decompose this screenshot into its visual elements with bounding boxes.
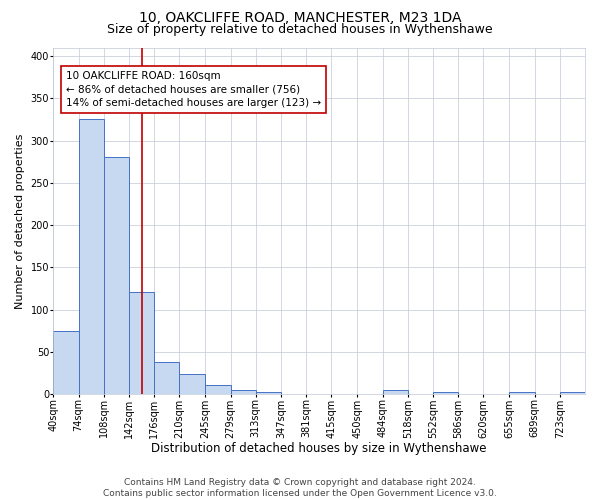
Bar [129, 292, 154, 394]
X-axis label: Distribution of detached houses by size in Wythenshawe: Distribution of detached houses by size … [151, 442, 487, 455]
Bar [383, 390, 408, 394]
Bar [205, 385, 230, 394]
Y-axis label: Number of detached properties: Number of detached properties [15, 133, 25, 308]
Bar [256, 392, 281, 394]
Bar [79, 120, 104, 394]
Text: Contains HM Land Registry data © Crown copyright and database right 2024.
Contai: Contains HM Land Registry data © Crown c… [103, 478, 497, 498]
Text: 10 OAKCLIFFE ROAD: 160sqm
← 86% of detached houses are smaller (756)
14% of semi: 10 OAKCLIFFE ROAD: 160sqm ← 86% of detac… [66, 71, 321, 108]
Bar [560, 392, 585, 394]
Bar [230, 390, 256, 394]
Bar [154, 362, 179, 394]
Bar [53, 331, 79, 394]
Text: 10, OAKCLIFFE ROAD, MANCHESTER, M23 1DA: 10, OAKCLIFFE ROAD, MANCHESTER, M23 1DA [139, 11, 461, 25]
Bar [509, 392, 535, 394]
Bar [104, 156, 129, 394]
Bar [433, 392, 458, 394]
Text: Size of property relative to detached houses in Wythenshawe: Size of property relative to detached ho… [107, 22, 493, 36]
Bar [179, 374, 205, 394]
